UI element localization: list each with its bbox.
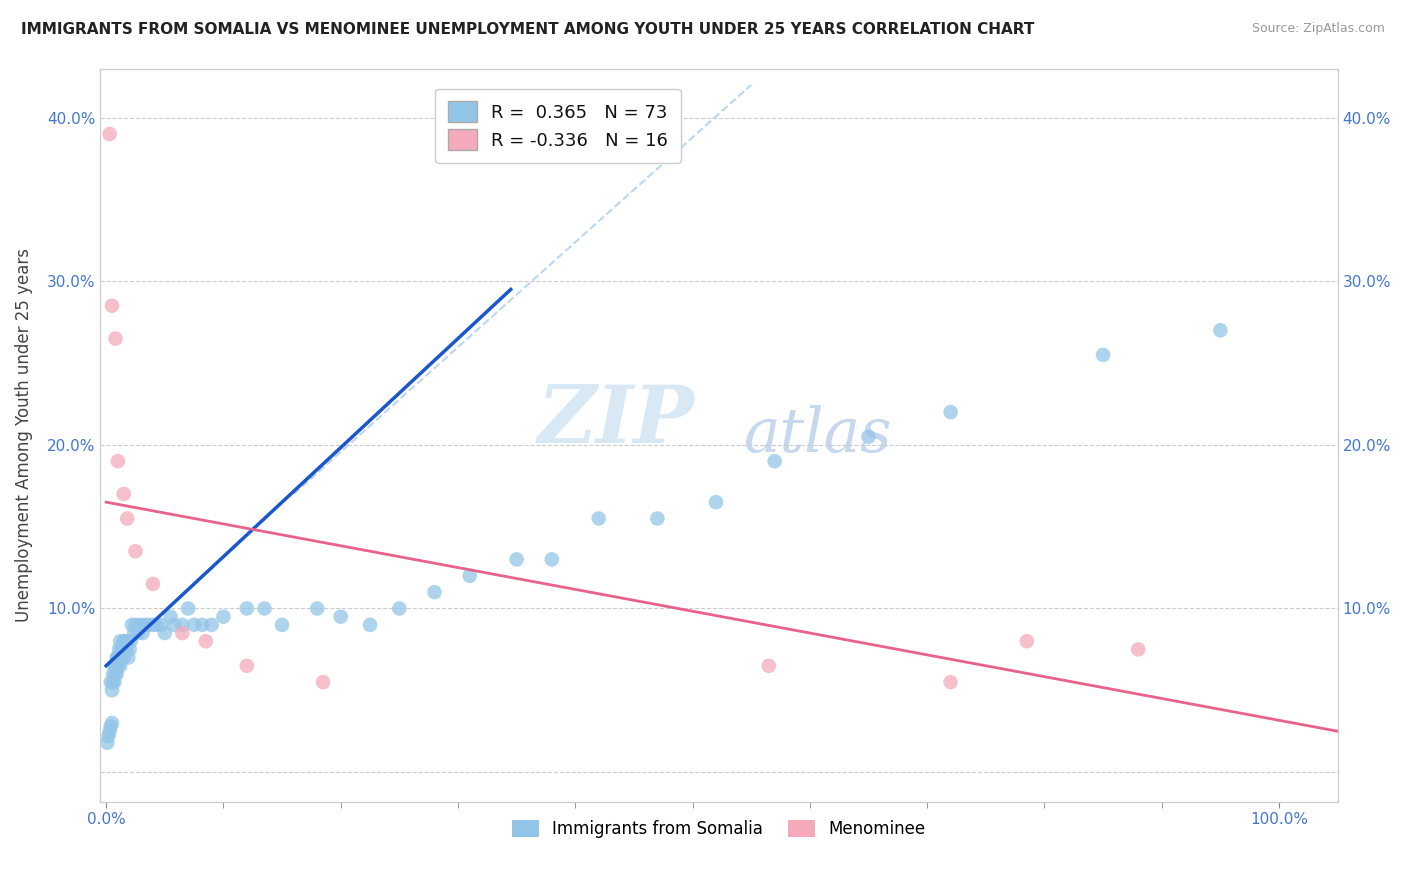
Point [105, 667, 128, 681]
Point [115, 511, 138, 525]
Point [236, 658, 259, 673]
Point [1092, 348, 1115, 362]
Point [129, 618, 152, 632]
Point [1209, 323, 1232, 337]
Point [112, 650, 135, 665]
Point [131, 626, 153, 640]
Point [647, 511, 669, 525]
Point [122, 626, 145, 640]
Point [107, 658, 129, 673]
Point [107, 454, 129, 468]
Point [388, 601, 411, 615]
Point [758, 658, 780, 673]
Point [458, 568, 481, 582]
Point [150, 618, 173, 632]
Text: IMMIGRANTS FROM SOMALIA VS MENOMINEE UNEMPLOYMENT AMONG YOUTH UNDER 25 YEARS COR: IMMIGRANTS FROM SOMALIA VS MENOMINEE UNE… [21, 22, 1035, 37]
Point [101, 716, 124, 731]
Text: atlas: atlas [744, 405, 893, 465]
Point [704, 495, 727, 509]
Point [505, 552, 527, 566]
Point [112, 634, 135, 648]
Point [194, 634, 217, 648]
Point [138, 618, 160, 632]
Point [1128, 642, 1150, 657]
Point [540, 552, 562, 566]
Point [183, 618, 205, 632]
Point [163, 618, 186, 632]
Point [100, 719, 122, 733]
Point [104, 331, 127, 345]
Point [101, 667, 124, 681]
Point [124, 618, 146, 632]
Point [939, 405, 962, 419]
Point [329, 609, 352, 624]
Point [105, 650, 128, 665]
Point [212, 609, 235, 624]
Point [105, 658, 128, 673]
Point [307, 601, 329, 615]
Point [121, 618, 143, 632]
Point [134, 618, 156, 632]
Point [858, 430, 880, 444]
Point [108, 650, 131, 665]
Point [236, 601, 259, 615]
Point [101, 683, 124, 698]
Point [115, 642, 138, 657]
Point [115, 634, 138, 648]
Point [124, 544, 146, 558]
Point [101, 299, 124, 313]
Point [114, 634, 136, 648]
Point [98, 724, 121, 739]
Point [142, 577, 165, 591]
Point [271, 618, 294, 632]
Point [159, 609, 181, 624]
Legend: Immigrants from Somalia, Menominee: Immigrants from Somalia, Menominee [506, 813, 932, 845]
Text: ZIP: ZIP [537, 382, 695, 459]
Point [142, 618, 165, 632]
Y-axis label: Unemployment Among Youth under 25 years: Unemployment Among Youth under 25 years [15, 248, 32, 622]
Point [153, 626, 176, 640]
Point [423, 585, 446, 599]
Point [96, 736, 118, 750]
Point [191, 618, 214, 632]
Point [763, 454, 786, 468]
Point [201, 618, 224, 632]
Point [103, 675, 125, 690]
Point [104, 658, 127, 673]
Point [127, 626, 149, 640]
Point [108, 642, 131, 657]
Text: Source: ZipAtlas.com: Source: ZipAtlas.com [1251, 22, 1385, 36]
Point [97, 729, 120, 743]
Point [172, 626, 194, 640]
Point [312, 675, 335, 690]
Point [117, 650, 139, 665]
Point [172, 618, 194, 632]
Point [98, 127, 121, 141]
Point [100, 675, 122, 690]
Point [359, 618, 381, 632]
Point [107, 650, 129, 665]
Point [104, 667, 127, 681]
Point [110, 650, 132, 665]
Point [107, 650, 129, 665]
Point [112, 487, 135, 501]
Point [939, 675, 962, 690]
Point [101, 675, 124, 690]
Point [110, 642, 132, 657]
Point [111, 642, 134, 657]
Point [145, 618, 167, 632]
Point [108, 634, 131, 648]
Point [120, 634, 142, 648]
Point [118, 642, 141, 657]
Point [177, 601, 200, 615]
Point [588, 511, 610, 525]
Point [1015, 634, 1038, 648]
Point [108, 658, 131, 673]
Point [253, 601, 276, 615]
Point [103, 658, 125, 673]
